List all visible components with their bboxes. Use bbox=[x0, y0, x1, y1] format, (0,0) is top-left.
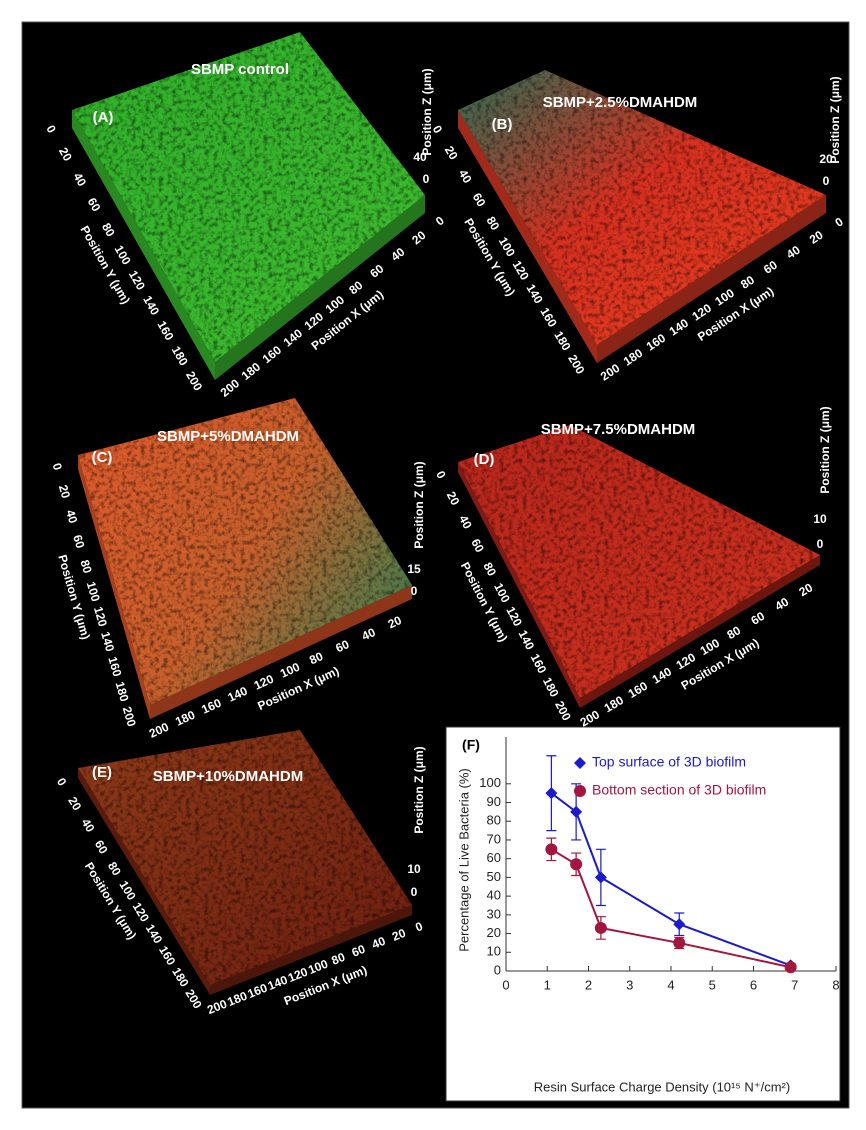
x-tick-label: 0 bbox=[502, 977, 509, 992]
x-tick-label: 4 bbox=[667, 977, 674, 992]
y-axis-label: Percentage of Live Bacteria (%) bbox=[456, 768, 471, 952]
x-tick-label: 7 bbox=[791, 977, 798, 992]
chart-title: (F) bbox=[462, 737, 480, 753]
panel-letter: (A) bbox=[93, 109, 114, 126]
z-tick-label: 20 bbox=[819, 152, 833, 166]
x-tick-label: 3 bbox=[626, 977, 633, 992]
z-axis-label: Position Z (μm) bbox=[828, 76, 842, 163]
y-tick-label: 40 bbox=[487, 888, 501, 903]
z-axis-label: Position Z (μm) bbox=[412, 461, 426, 548]
z-axis-label: Position Z (μm) bbox=[412, 746, 426, 833]
y-tick-label: 60 bbox=[487, 850, 501, 865]
panel-title: SBMP+7.5%DMAHDM bbox=[541, 421, 696, 438]
panel-title: SBMP+10%DMAHDM bbox=[153, 768, 303, 785]
legend-label: Bottom section of 3D biofilm bbox=[592, 782, 766, 798]
z-tick-label: 0 bbox=[411, 584, 418, 598]
x-tick-label: 2 bbox=[585, 977, 592, 992]
y-tick-label: 90 bbox=[487, 794, 501, 809]
z-tick-label: 0 bbox=[423, 172, 430, 186]
z-tick-label: 0 bbox=[823, 174, 830, 188]
z-tick-label: 0 bbox=[817, 537, 824, 551]
z-tick-label: 40 bbox=[413, 150, 427, 164]
y-tick-label: 10 bbox=[487, 944, 501, 959]
x-tick-label: 1 bbox=[544, 977, 551, 992]
z-tick-label: 10 bbox=[813, 512, 827, 526]
legend-label: Top surface of 3D biofilm bbox=[592, 754, 746, 770]
z-tick-label: 0 bbox=[411, 885, 418, 899]
panel-title: SBMP+5%DMAHDM bbox=[157, 428, 299, 445]
point bbox=[595, 922, 607, 934]
y-tick-label: 0 bbox=[494, 962, 501, 977]
panel-title: SBMP control bbox=[191, 61, 289, 78]
page: {"panels": [ {"letter": "(A)", "title": … bbox=[0, 0, 866, 1125]
y-tick-label: 100 bbox=[479, 775, 501, 790]
y-tick-label: 30 bbox=[487, 906, 501, 921]
legend-marker bbox=[574, 785, 586, 797]
z-axis-label: Position Z (μm) bbox=[818, 406, 832, 493]
panel-letter: (D) bbox=[474, 451, 495, 468]
point bbox=[545, 843, 557, 855]
y-tick-label: 70 bbox=[487, 831, 501, 846]
point bbox=[570, 858, 582, 870]
x-tick-label: 8 bbox=[832, 977, 839, 992]
x-tick-label: 6 bbox=[750, 977, 757, 992]
x-axis-label: Resin Surface Charge Density (10¹⁵ N⁺/cm… bbox=[534, 1079, 790, 1094]
point bbox=[673, 937, 685, 949]
y-tick-label: 20 bbox=[487, 925, 501, 940]
y-tick-label: 50 bbox=[487, 869, 501, 884]
figure: SBMP control(A)Position Z (μm)4000204060… bbox=[0, 0, 866, 1125]
x-tick-label: 5 bbox=[709, 977, 716, 992]
panel-title: SBMP+2.5%DMAHDM bbox=[543, 94, 698, 111]
panel-letter: (B) bbox=[492, 116, 513, 133]
panel-letter: (C) bbox=[92, 449, 113, 466]
z-tick-label: 10 bbox=[407, 862, 421, 876]
z-tick-label: 15 bbox=[407, 562, 421, 576]
panel-letter: (E) bbox=[92, 764, 112, 781]
point bbox=[785, 961, 797, 973]
z-axis-label: Position Z (μm) bbox=[420, 68, 434, 155]
y-tick-label: 80 bbox=[487, 813, 501, 828]
